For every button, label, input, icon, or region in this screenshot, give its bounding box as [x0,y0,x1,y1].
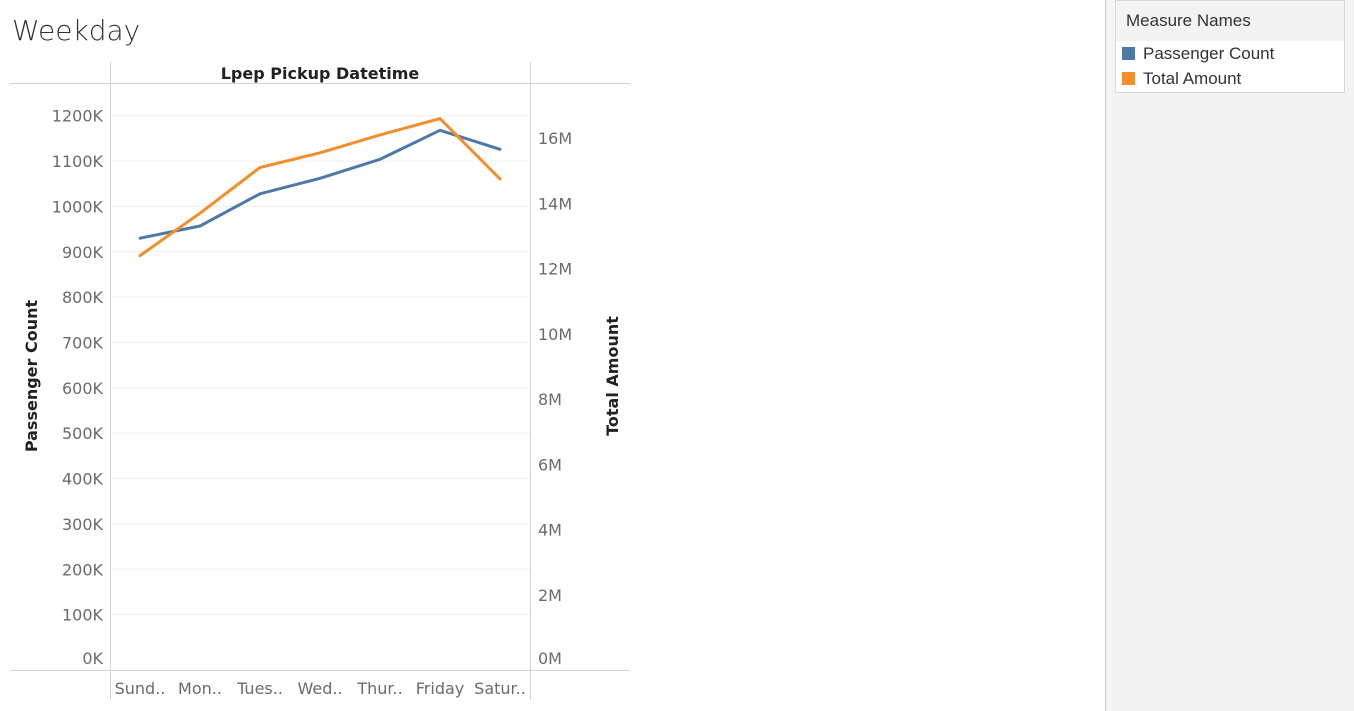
legend: Measure Names Passenger Count Total Amou… [1115,0,1345,93]
legend-title: Measure Names [1116,1,1344,41]
left-axis-title: Passenger Count [22,299,41,452]
legend-swatch-total-amount [1122,72,1135,85]
left-tick-label: 1200K [52,107,104,126]
left-axis-ticks: 0K 100K 200K 300K 400K 500K 600K 700K 800K 900K 10… [52,107,104,668]
chart-frame [10,62,630,700]
category-axis-labels: Sund.. Mon.. Tues.. Wed.. Thur.. Friday Satur.… [115,679,526,698]
category-label: Wed.. [297,679,342,698]
left-tick-label: 1100K [52,152,104,171]
legend-item-passenger-count[interactable]: Passenger Count [1116,41,1344,66]
left-tick-label: 900K [62,243,104,262]
legend-swatch-passenger-count [1122,47,1135,60]
category-label: Mon.. [178,679,222,698]
right-tick-label: 0M [538,649,562,668]
left-tick-label: 300K [62,515,104,534]
legend-label: Passenger Count [1143,44,1275,63]
legend-label: Total Amount [1143,69,1242,88]
right-axis-ticks: 0M 2M 4M 6M 8M 10M 12M 14M 16M [538,129,572,668]
category-label: Tues.. [236,679,283,698]
right-tick-label: 8M [538,390,562,409]
legend-item-total-amount[interactable]: Total Amount [1116,66,1344,91]
series-line-total-amount[interactable] [138,117,502,258]
left-tick-label: 200K [62,560,104,579]
right-tick-label: 6M [538,455,562,474]
right-tick-label: 4M [538,521,562,540]
right-tick-label: 10M [538,325,572,344]
sheet-title: Weekday [12,14,141,47]
left-tick-label: 1000K [52,197,104,216]
series-line-passenger-count[interactable] [138,128,502,240]
category-label: Satur.. [474,679,526,698]
right-axis-title: Total Amount [603,316,622,436]
left-tick-label: 0K [82,649,103,668]
column-header-title: Lpep Pickup Datetime [221,64,420,83]
left-tick-label: 800K [62,288,104,307]
right-tick-label: 12M [538,260,572,279]
left-tick-label: 700K [62,334,104,353]
left-tick-label: 600K [62,379,104,398]
right-tick-label: 2M [538,586,562,605]
category-label: Sund.. [115,679,166,698]
left-tick-label: 100K [62,606,104,625]
right-tick-label: 14M [538,194,572,213]
dual-axis-line-chart: 0K 100K 200K 300K 400K 500K 600K 700K 800K 900K 10… [10,62,630,700]
category-label: Friday [416,679,465,698]
gridlines [110,115,530,616]
category-label: Thur.. [356,679,402,698]
side-pane: Measure Names Passenger Count Total Amou… [1105,0,1354,711]
series-lines[interactable] [138,117,502,258]
left-tick-label: 400K [62,470,104,489]
left-tick-label: 500K [62,424,104,443]
right-tick-label: 16M [538,129,572,148]
